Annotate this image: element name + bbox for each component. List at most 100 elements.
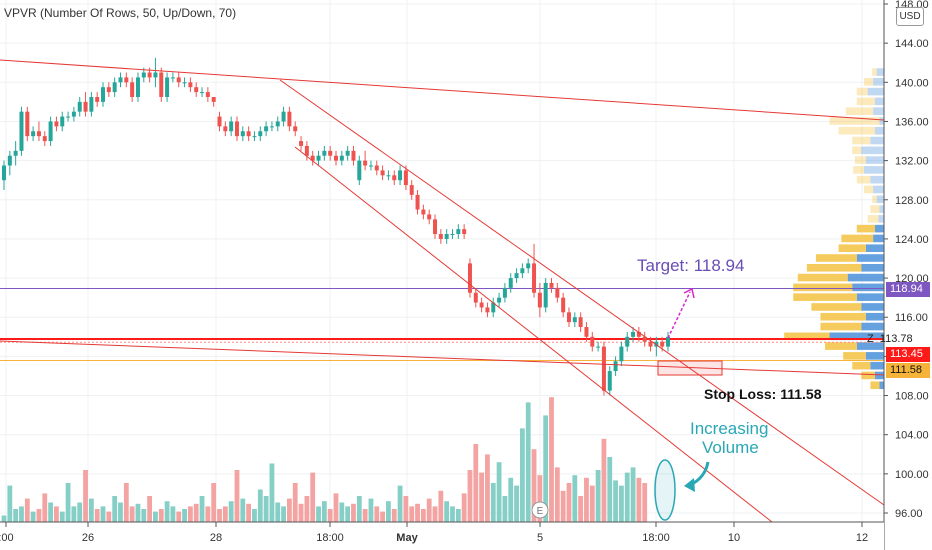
vpvr-down-bar xyxy=(864,78,874,86)
indicator-label[interactable]: VPVR (Number Of Rows, 50, Up/Down, 70) xyxy=(4,6,237,20)
y-tick-label: 132.00 xyxy=(895,156,929,168)
increasing-volume-annotation[interactable]: Increasing Volume xyxy=(690,419,768,457)
volume-bar xyxy=(531,449,537,522)
candle-body xyxy=(386,175,391,177)
candle-body xyxy=(631,331,636,337)
volume-bar xyxy=(205,506,211,522)
candle-body xyxy=(281,111,286,122)
candle-body xyxy=(398,170,403,181)
candle-body xyxy=(654,341,659,347)
vpvr-up-bar xyxy=(864,166,884,174)
candle-body xyxy=(334,155,338,161)
vpvr-down-bar xyxy=(784,332,830,341)
volume-bar xyxy=(83,470,88,522)
candle-body xyxy=(456,229,461,235)
candle-body xyxy=(275,121,280,127)
volume-bar xyxy=(543,415,549,522)
candle-body xyxy=(60,116,65,127)
volume-bar xyxy=(391,509,397,522)
volume-bar xyxy=(211,483,217,522)
candle-body xyxy=(363,160,368,166)
volume-bar xyxy=(339,502,345,522)
volume-bar xyxy=(7,485,13,522)
candle-body xyxy=(642,336,647,342)
candle-body xyxy=(42,136,47,142)
volume-bar xyxy=(345,506,351,522)
target-annotation[interactable]: Target: 118.94 xyxy=(637,256,745,275)
vpvr-up-bar xyxy=(865,156,884,164)
candle-body xyxy=(130,82,135,97)
candle-body xyxy=(77,101,82,112)
vpvr-up-bar xyxy=(870,136,884,145)
candle-body xyxy=(508,278,513,288)
currency-button[interactable]: USD xyxy=(896,7,924,26)
candle-body xyxy=(211,96,216,102)
candle-body xyxy=(118,77,123,83)
candle-body xyxy=(543,282,548,308)
vpvr-up-bar xyxy=(873,78,884,86)
volume-bar xyxy=(519,428,525,522)
volume-bar xyxy=(48,502,53,522)
vpvr-down-bar xyxy=(852,136,871,145)
volume-bar xyxy=(135,503,141,522)
volume-bar xyxy=(59,511,65,522)
volume-bar xyxy=(636,477,642,522)
candle-body xyxy=(234,121,239,137)
volume-bar xyxy=(560,490,566,522)
vpvr-up-bar xyxy=(879,381,884,390)
volume-bar xyxy=(426,498,432,522)
candle-body xyxy=(438,234,443,239)
volume-bar xyxy=(316,506,321,522)
candle-body xyxy=(258,131,263,137)
volume-bar xyxy=(94,509,100,522)
channel-lower-line xyxy=(294,146,773,523)
candle-body xyxy=(269,126,274,128)
last-price-tag: 113.45 xyxy=(886,347,930,362)
volume-bar xyxy=(595,470,601,522)
candle-body xyxy=(601,346,606,391)
volume-bar xyxy=(473,444,479,522)
vpvr-up-bar xyxy=(870,175,884,184)
candle-body xyxy=(112,82,117,93)
volume-bar xyxy=(158,509,164,522)
y-axis: 96.00100.00104.00108.00112.00116.00120.0… xyxy=(883,0,932,550)
candle-body xyxy=(526,263,531,269)
candle-body xyxy=(71,111,76,117)
candle-body xyxy=(240,131,245,137)
volume-bar xyxy=(36,509,42,522)
x-axis-bg xyxy=(0,522,884,550)
candle-body xyxy=(666,336,670,347)
vpvr-up-bar xyxy=(873,234,884,243)
volume-bar xyxy=(461,493,467,522)
vpvr-down-bar xyxy=(867,215,879,223)
candle-body xyxy=(101,87,106,102)
candle-body xyxy=(293,126,298,132)
candle-body xyxy=(433,219,438,235)
candle-body xyxy=(596,346,601,348)
volume-bar xyxy=(537,475,543,522)
candle-body xyxy=(159,72,164,97)
volume-profile xyxy=(784,68,884,390)
earnings-marker xyxy=(531,501,549,519)
volume-bar xyxy=(304,496,310,522)
candle-body xyxy=(89,96,94,112)
x-tick-label: 5 xyxy=(537,532,543,544)
volume-bar xyxy=(333,493,339,522)
vpvr-up-bar xyxy=(861,263,884,272)
candle-body xyxy=(636,331,641,337)
candle-body xyxy=(200,92,205,94)
vpvr-down-bar xyxy=(870,205,880,213)
vpvr-up-bar xyxy=(873,185,884,194)
volume-bar xyxy=(42,493,48,522)
volume-bar xyxy=(584,477,589,522)
volume-bar xyxy=(514,485,519,522)
vpvr-up-bar xyxy=(861,303,884,311)
vpvr-down-bar xyxy=(872,195,877,204)
volume-bar xyxy=(100,506,106,522)
volume-bar xyxy=(619,485,624,522)
vpvr-up-bar xyxy=(874,97,884,106)
volume-bar xyxy=(642,483,648,522)
volume-bar xyxy=(287,498,292,522)
stop-loss-annotation[interactable]: Stop Loss: 111.58 xyxy=(704,386,822,402)
